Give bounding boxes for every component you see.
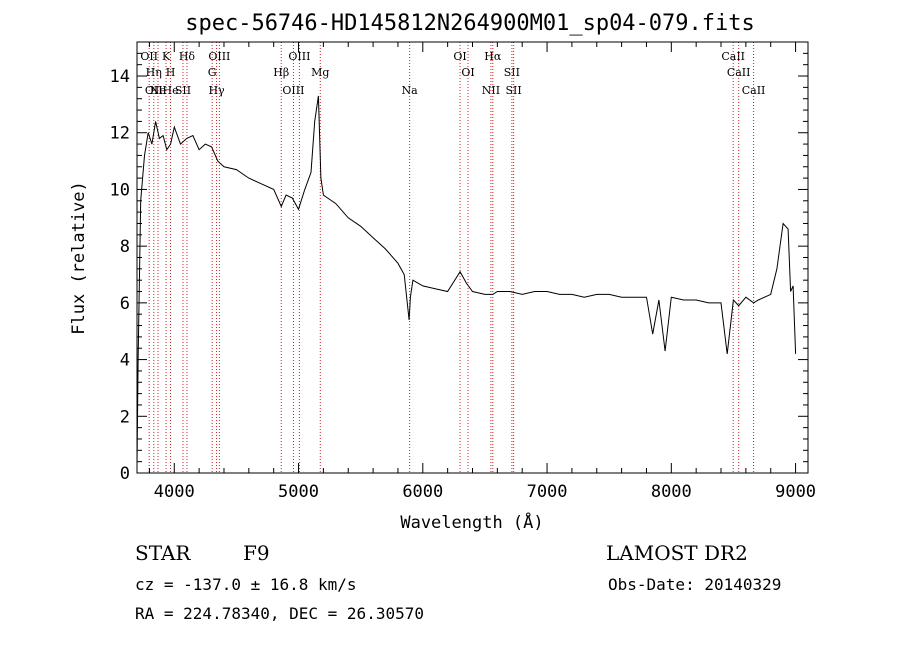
line-marker-label: OIII	[208, 50, 230, 63]
line-marker-label: OIII	[282, 84, 304, 97]
chart-title: spec-56746-HD145812N264900M01_sp04-079.f…	[185, 11, 755, 36]
line-marker-label: H	[166, 66, 176, 79]
line-marker-label: Hη	[146, 66, 162, 79]
x-tick-label: 8000	[651, 482, 692, 502]
y-tick-label: 0	[120, 464, 130, 484]
x-tick-label: 5000	[278, 482, 319, 502]
y-tick-label: 12	[110, 124, 130, 144]
line-marker-label: OII	[140, 50, 158, 63]
line-marker-label: Hα	[484, 50, 502, 63]
y-tick-label: 6	[120, 294, 130, 314]
line-marker-label: Hγ	[208, 84, 225, 97]
plot-frame	[136, 41, 809, 474]
y-tick-label: 10	[110, 180, 130, 200]
line-marker-label: NII	[482, 84, 500, 97]
x-axis: 4000 5000 6000 7000 8000 9000	[148, 42, 816, 502]
coordinates: RA = 224.78340, DEC = 26.30570	[135, 604, 424, 623]
line-marker-label: Na	[402, 84, 419, 97]
y-tick-label: 14	[110, 67, 130, 87]
spectrum-series-line	[136, 95, 797, 465]
line-marker-label: K	[162, 50, 171, 63]
y-tick-label: 2	[120, 407, 130, 427]
obs-date: Obs-Date: 20140329	[608, 575, 781, 594]
line-marker-label: OI	[453, 50, 466, 63]
spectral-line-markers: OIIHηOIINeKHHeSIIHδGHγOIIIHβOIIIOIIIMgNa…	[140, 42, 765, 473]
line-marker-label: He	[162, 84, 178, 97]
line-marker-label: Mg	[311, 66, 329, 79]
y-axis: 0 2 4 6 8 10 12 14	[110, 52, 808, 484]
line-marker-label: Hβ	[273, 66, 289, 79]
line-marker-label: SII	[504, 66, 520, 79]
redshift-cz: cz = -137.0 ± 16.8 km/s	[135, 575, 357, 594]
line-marker-label: CaII	[742, 84, 766, 97]
x-axis-label: Wavelength (Å)	[400, 511, 543, 533]
x-tick-label: 4000	[154, 482, 195, 502]
y-tick-label: 8	[120, 237, 130, 257]
x-tick-label: 6000	[402, 482, 443, 502]
y-axis-label: Flux (relative)	[69, 181, 89, 335]
object-subclass: F9	[243, 541, 270, 565]
object-class: STAR	[135, 541, 191, 565]
line-marker-label: CaII	[721, 50, 745, 63]
line-marker-label: G	[208, 66, 217, 79]
y-tick-label: 4	[120, 351, 130, 371]
line-marker-label: OI	[461, 66, 474, 79]
line-marker-label: CaII	[727, 66, 751, 79]
x-tick-label: 7000	[527, 482, 568, 502]
line-marker-label: SII	[506, 84, 522, 97]
x-tick-label: 9000	[775, 482, 816, 502]
survey-name: LAMOST DR2	[606, 541, 748, 565]
line-marker-label: Hδ	[179, 50, 196, 63]
line-marker-label: SII	[175, 84, 191, 97]
line-marker-label: OIII	[288, 50, 310, 63]
line-marker-label: Ne	[150, 84, 166, 97]
